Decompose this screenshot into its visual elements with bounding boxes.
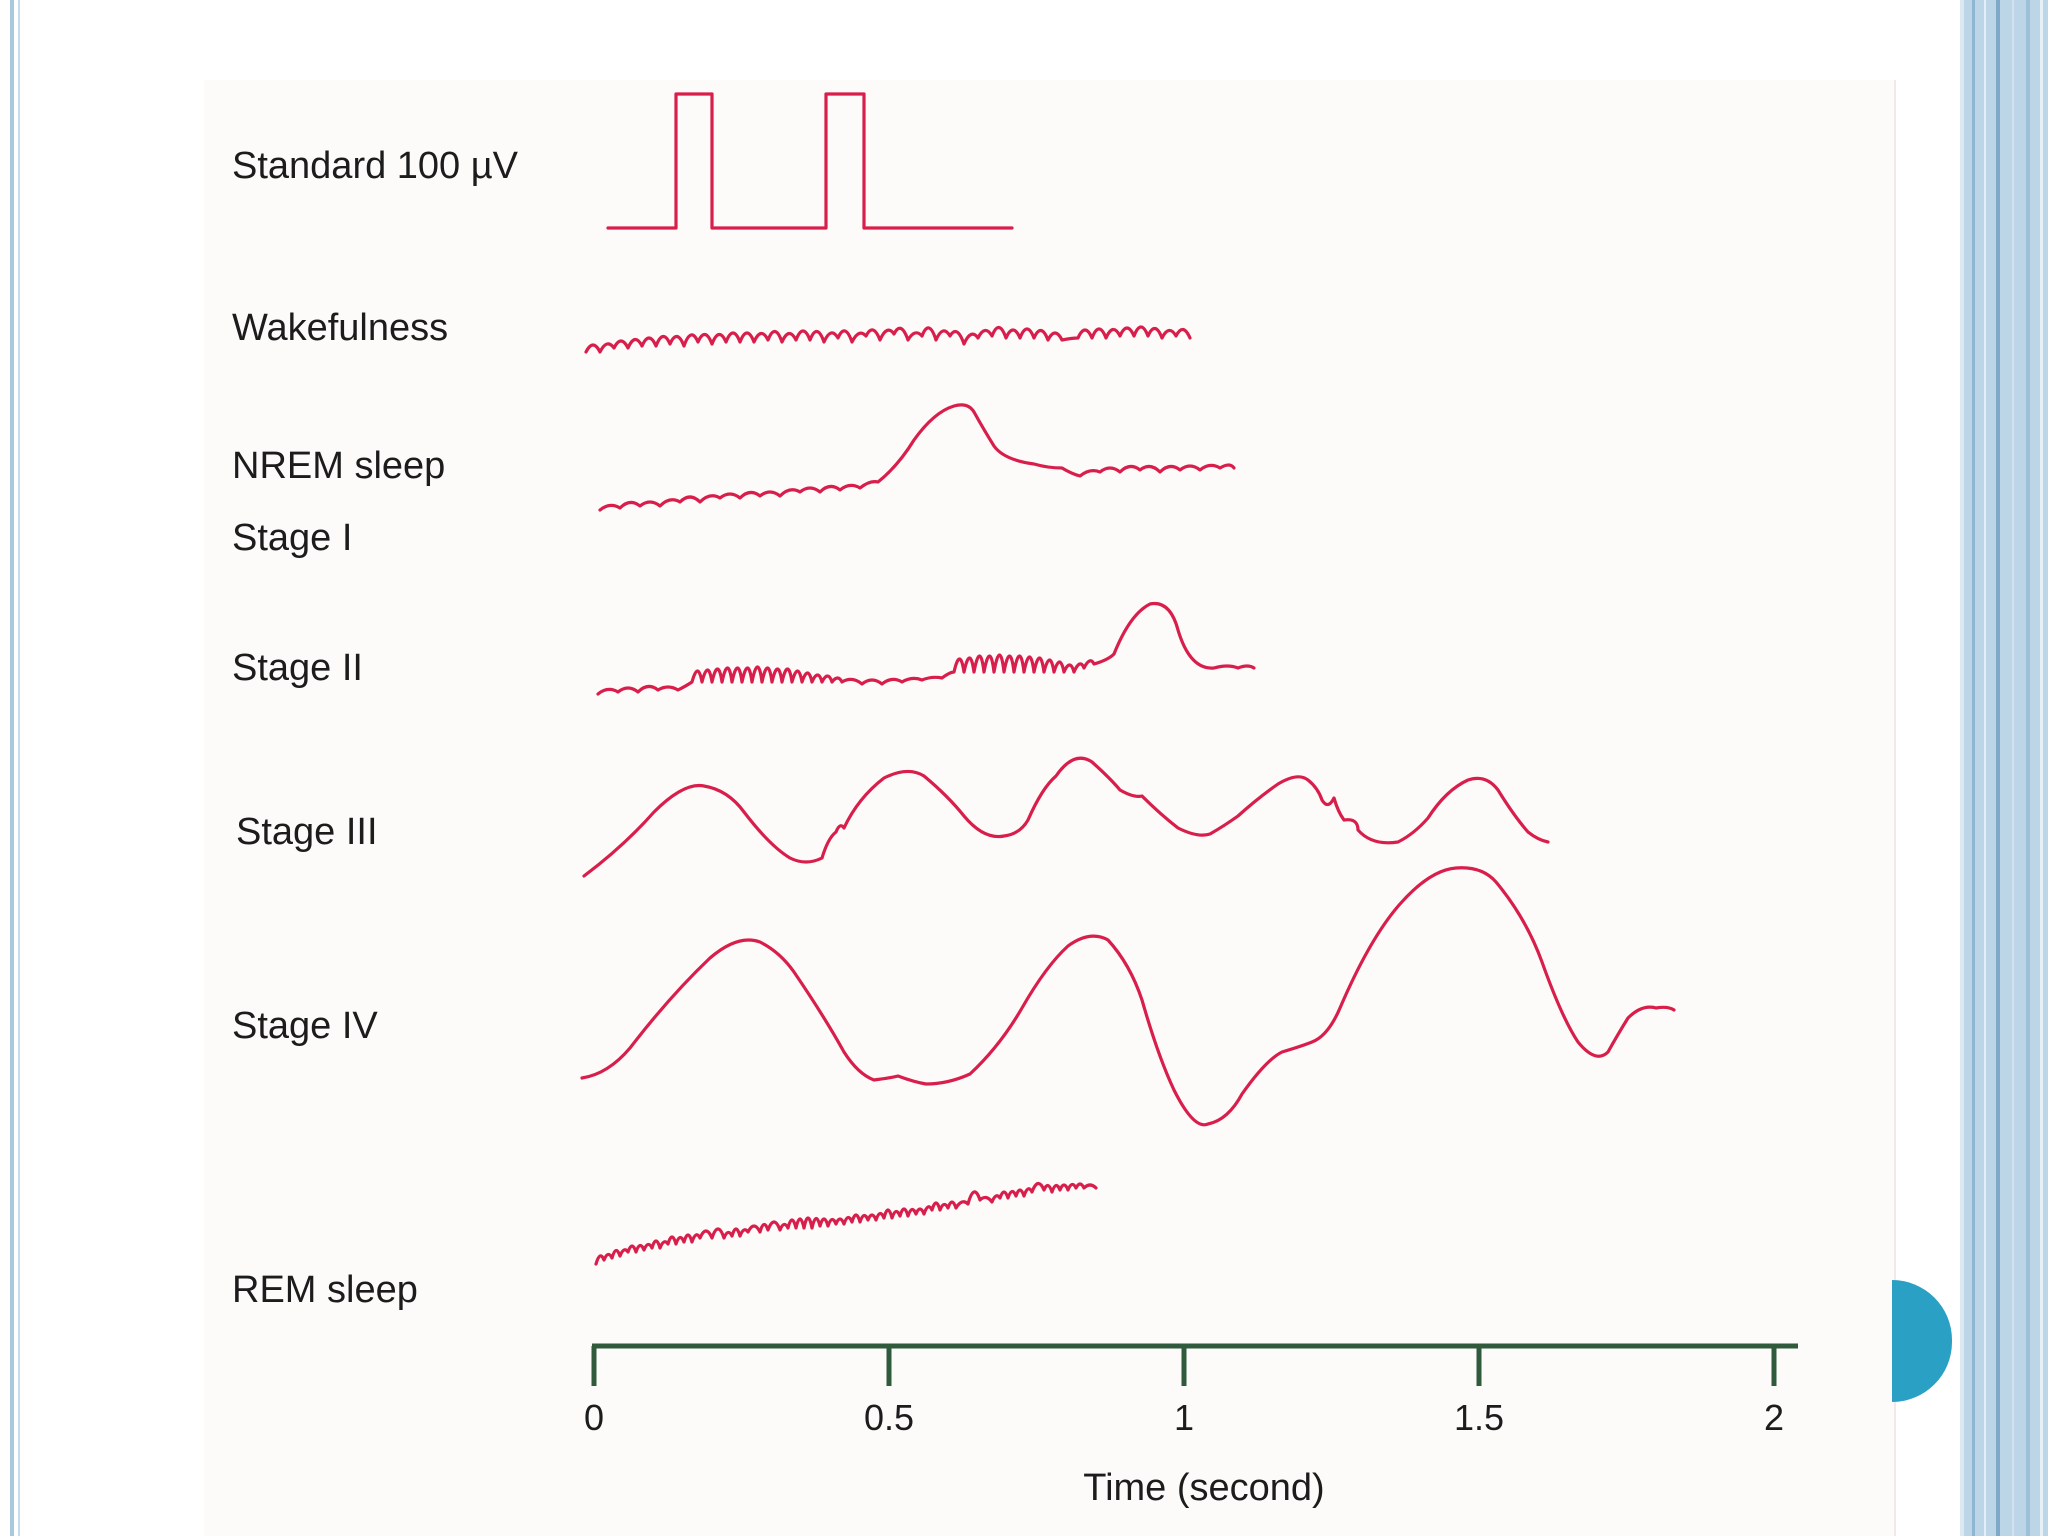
eeg-figure: Standard 100 µV Wakefulness NREM sleep S… <box>204 80 1896 1536</box>
label-stage-2: Stage II <box>232 647 363 689</box>
trace-rem <box>594 1181 1098 1266</box>
right-band-stripe <box>1996 0 2000 1536</box>
right-band-stripe <box>2026 0 2030 1536</box>
right-band-stripe <box>1972 0 1975 1536</box>
slide-border-left-inner <box>18 0 20 1536</box>
label-stage-4: Stage IV <box>232 1005 378 1047</box>
time-axis-title: Time (second) <box>1083 1467 1324 1509</box>
trace-stage-2 <box>596 601 1256 696</box>
trace-stage-4 <box>580 866 1676 1127</box>
trace-stage-3 <box>582 756 1550 878</box>
right-band-stripe <box>1960 0 1964 1536</box>
trace-wakefulness <box>584 325 1192 354</box>
time-axis-tick-label: 1 <box>1174 1397 1194 1438</box>
right-band-stripe <box>2012 0 2014 1536</box>
time-axis-tick-label: 0 <box>584 1397 604 1438</box>
trace-standard <box>606 92 1014 230</box>
label-wakefulness: Wakefulness <box>232 307 448 349</box>
label-stage-3: Stage III <box>236 811 378 853</box>
slide-number-bubble <box>1892 1280 1952 1402</box>
right-band-stripe <box>2040 0 2043 1536</box>
label-standard: Standard 100 µV <box>232 145 519 187</box>
slide-border-left <box>10 0 14 1536</box>
right-band-stripe <box>1984 0 1986 1536</box>
label-rem-sleep: REM sleep <box>232 1269 418 1311</box>
trace-stage-1 <box>598 403 1236 512</box>
eeg-figure-svg: Standard 100 µV Wakefulness NREM sleep S… <box>232 92 1798 1509</box>
time-axis-tick-label: 0.5 <box>864 1397 914 1438</box>
time-axis-ticks: 0 0.5 1 1.5 2 <box>584 1346 1784 1438</box>
time-axis-tick-label: 1.5 <box>1454 1397 1504 1438</box>
label-stage-1: Stage I <box>232 517 352 559</box>
time-axis-tick-label: 2 <box>1764 1397 1784 1438</box>
label-nrem-sleep: NREM sleep <box>232 445 445 487</box>
